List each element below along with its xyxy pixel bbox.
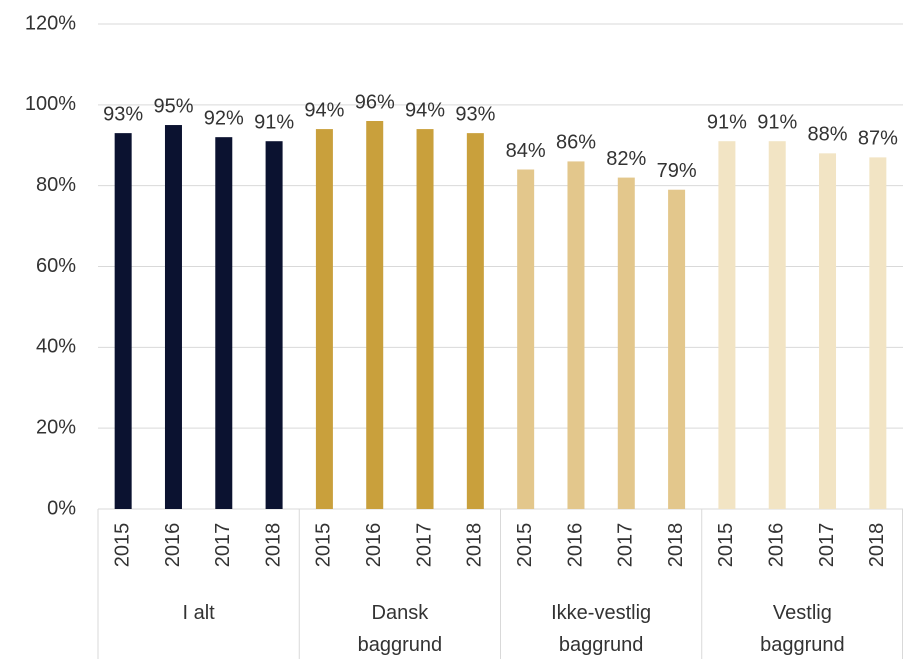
bar — [768, 141, 786, 510]
y-tick-label: 40% — [36, 336, 76, 358]
x-tick-label: 2018 — [262, 523, 284, 568]
x-tick-label: 2015 — [313, 523, 335, 568]
value-label: 94% — [304, 99, 344, 121]
x-tick-label: 2018 — [464, 523, 486, 568]
value-label: 79% — [657, 160, 697, 182]
bar — [819, 153, 837, 510]
x-tick-label: 2017 — [615, 523, 637, 568]
y-tick-label: 0% — [47, 497, 76, 519]
x-tick-label: 2018 — [866, 523, 888, 568]
y-tick-label: 20% — [36, 416, 76, 438]
bar — [315, 129, 333, 510]
x-tick-label: 2018 — [665, 523, 687, 568]
value-label: 93% — [103, 103, 143, 125]
value-label: 86% — [556, 132, 596, 154]
x-tick-label: 2017 — [816, 523, 838, 568]
group-label: Vestlig baggrund — [760, 602, 845, 656]
bar — [668, 189, 686, 510]
bar — [466, 133, 484, 509]
x-tick-label: 2016 — [564, 523, 586, 568]
bar — [567, 161, 585, 509]
bar — [215, 137, 233, 509]
bar — [517, 169, 535, 509]
value-label: 91% — [254, 111, 294, 133]
bar — [718, 141, 736, 510]
y-tick-label: 100% — [25, 93, 76, 115]
value-label: 92% — [204, 107, 244, 129]
x-tick-label: 2015 — [514, 523, 536, 568]
x-tick-label: 2016 — [766, 523, 788, 568]
value-label: 91% — [757, 111, 797, 133]
bar — [164, 125, 182, 510]
value-label: 93% — [455, 103, 495, 125]
bar — [869, 157, 887, 509]
group-label: I alt — [182, 602, 215, 624]
value-label: 91% — [707, 111, 747, 133]
value-label: 84% — [506, 140, 546, 162]
x-tick-label: 2017 — [413, 523, 435, 568]
x-tick-label: 2015 — [111, 523, 133, 568]
bar — [265, 141, 283, 510]
group-label: Dansk baggrund — [357, 602, 443, 656]
value-label: 82% — [606, 148, 646, 170]
bar — [416, 129, 434, 510]
y-tick-label: 80% — [36, 174, 76, 196]
y-tick-label: 120% — [25, 12, 76, 34]
bar — [114, 133, 132, 509]
value-label: 87% — [858, 128, 898, 150]
value-label: 96% — [355, 91, 395, 113]
x-tick-label: 2016 — [162, 523, 184, 568]
value-label: 95% — [153, 95, 193, 117]
bar — [366, 121, 384, 509]
x-tick-label: 2017 — [212, 523, 234, 568]
x-tick-label: 2016 — [363, 523, 385, 568]
x-tick-label: 2015 — [715, 523, 737, 568]
y-tick-label: 60% — [36, 255, 76, 277]
group-label: Ikke-vestlig baggrund — [551, 602, 652, 656]
bar — [617, 177, 635, 510]
value-label: 88% — [808, 124, 848, 146]
value-label: 94% — [405, 99, 445, 121]
